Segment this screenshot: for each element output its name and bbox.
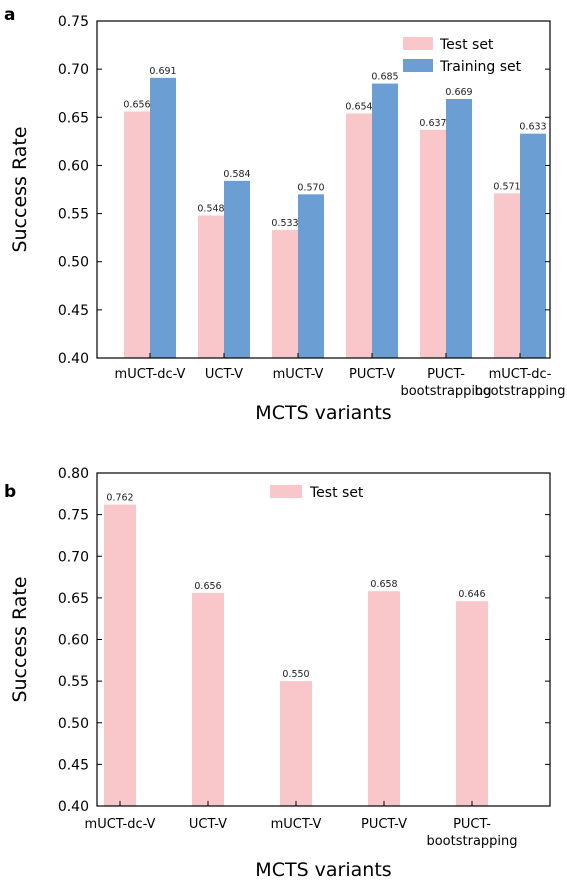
panel-b-ytick-label: 0.50 — [58, 716, 89, 732]
panel-a-ytick-label: 0.55 — [58, 207, 89, 223]
panel-b-ytick-label: 0.60 — [58, 633, 89, 649]
panel-a-axes-frame — [96, 20, 551, 359]
panel-a-ytick-label: 0.40 — [58, 351, 89, 367]
panel-a-ytick-label: 0.65 — [58, 110, 89, 126]
panel-a-bar-training-set-5 — [520, 133, 546, 358]
panel-b-axes-frame — [96, 472, 551, 807]
panel-b-data-label: 0.762 — [106, 493, 133, 504]
panel-a-bar-test-set-0 — [124, 111, 150, 358]
panel-b-y-axis-title: Success Rate — [9, 576, 31, 702]
panel-a-data-label: 0.691 — [149, 66, 176, 77]
panel-a-legend-swatch-test-set — [403, 37, 433, 50]
panel-b-bar-test-set-0 — [104, 504, 136, 806]
panel-a-xtick-label: UCT-V — [205, 367, 243, 382]
panel-b-data-label: 0.550 — [282, 669, 309, 680]
panel-b-xtick-label: PUCT-V — [361, 817, 407, 832]
panel-a-bar-training-set-0 — [150, 77, 176, 359]
panel-a-bar-test-set-5 — [494, 193, 520, 358]
panel-a-bar-test-set-4 — [420, 129, 446, 358]
panel-a-data-label: 0.654 — [345, 101, 372, 112]
panel-b-legend-label: Test set — [309, 485, 364, 501]
panel-a-xtick-label: mUCT-V — [273, 367, 324, 382]
panel-a-xtick-label: mUCT-dc-bootstrapping — [474, 367, 565, 399]
panel-a-legend-swatch-training-set — [403, 59, 433, 72]
panel-a-bar-training-set-3 — [372, 83, 398, 358]
panel-b-ytick-label: 0.45 — [58, 757, 89, 773]
chart-panel-b: 0.762 mUCT-dc-V 0.656 UCT-V 0.550 mUCT-V 0.658… — [9, 466, 551, 881]
panel-a-legend-label: Training set — [439, 59, 522, 75]
panel-a-bar-test-set-1 — [198, 215, 224, 358]
panel-b-data-label: 0.646 — [458, 589, 485, 600]
panel-a-ytick-label: 0.70 — [58, 62, 89, 78]
panel-a-data-label: 0.571 — [493, 181, 520, 192]
panel-b-xtick-label: PUCT-bootstrapping — [426, 817, 517, 849]
panel-b-legend-swatch-test-set — [270, 485, 302, 498]
panel-a-x-axis-title: MCTS variants — [255, 402, 391, 424]
panel-a-data-label: 0.584 — [223, 169, 250, 180]
panel-a-data-label: 0.533 — [271, 218, 298, 229]
panel-b-bar-test-set-3 — [368, 591, 400, 806]
panel-a-bar-test-set-2 — [272, 229, 298, 358]
panel-b-bar-test-set-2 — [280, 681, 312, 806]
panel-a-data-label: 0.637 — [419, 118, 446, 129]
panel-a-bar-training-set-4 — [446, 98, 472, 359]
panel-b-bar-test-set-1 — [192, 592, 224, 806]
panel-a-ytick-label: 0.45 — [58, 303, 89, 319]
panel-a-data-label: 0.669 — [445, 87, 472, 98]
panel-a-legend-label: Test set — [439, 37, 494, 53]
panel-a-bar-test-set-3 — [346, 113, 372, 358]
panel-b-bar-test-set-4 — [456, 601, 488, 806]
panel-b-data-label: 0.656 — [194, 581, 221, 592]
panel-a-data-label: 0.656 — [123, 100, 150, 111]
panel-a-bar-training-set-2 — [298, 194, 324, 358]
panel-a-letter: a — [4, 5, 15, 25]
panel-a-xtick-label: mUCT-dc-V — [115, 367, 186, 382]
panel-b-letter: b — [4, 482, 16, 502]
panel-a-data-label: 0.570 — [297, 182, 324, 193]
panel-b-ytick-label: 0.40 — [58, 799, 89, 815]
panel-b-xtick-label: mUCT-V — [271, 817, 322, 832]
panel-b-ytick-label: 0.55 — [58, 674, 89, 690]
panel-a-y-axis-title: Success Rate — [9, 126, 31, 252]
panel-a-xtick-label: PUCT-bootstrapping — [400, 367, 491, 399]
panel-b-x-axis-title: MCTS variants — [255, 859, 391, 881]
panel-b-xtick-label: mUCT-dc-V — [85, 817, 156, 832]
panel-a-data-label: 0.548 — [197, 203, 224, 214]
panel-a-bar-training-set-1 — [224, 180, 250, 358]
chart-panel-a: 0.656 0.691 mUCT-dc-V 0.548 0.584 UCT-V 0.533 0… — [9, 14, 566, 424]
panel-b-ytick-label: 0.70 — [58, 549, 89, 565]
panel-b-ytick-label: 0.75 — [58, 508, 89, 524]
panel-a-data-label: 0.685 — [371, 72, 398, 83]
panel-b-ytick-label: 0.65 — [58, 591, 89, 607]
panel-a-xtick-label: PUCT-V — [349, 367, 395, 382]
panel-b-xtick-label: UCT-V — [189, 817, 227, 832]
panel-a-ytick-label: 0.75 — [58, 14, 89, 30]
panel-a-ytick-label: 0.50 — [58, 255, 89, 271]
panel-b-ytick-label: 0.80 — [58, 466, 89, 482]
panel-a-data-label: 0.633 — [519, 122, 546, 133]
panel-a-ytick-label: 0.60 — [58, 158, 89, 174]
panel-b-data-label: 0.658 — [370, 579, 397, 590]
